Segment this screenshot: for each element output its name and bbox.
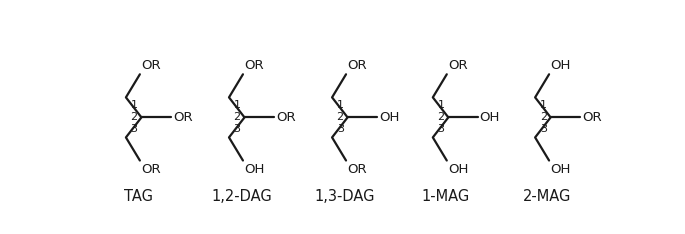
Text: TAG: TAG: [124, 189, 153, 204]
Text: OR: OR: [141, 59, 161, 72]
Text: 1: 1: [438, 100, 445, 110]
Text: 1-MAG: 1-MAG: [421, 189, 469, 204]
Text: 1: 1: [234, 100, 240, 110]
Text: 1: 1: [131, 100, 138, 110]
Text: 3: 3: [337, 124, 344, 134]
Text: OR: OR: [582, 111, 601, 124]
Text: 1,3-DAG: 1,3-DAG: [314, 189, 375, 204]
Text: OH: OH: [551, 163, 571, 176]
Text: OR: OR: [276, 111, 295, 124]
Text: 2: 2: [130, 112, 138, 122]
Text: OR: OR: [245, 59, 264, 72]
Text: 2: 2: [437, 112, 445, 122]
Text: OH: OH: [245, 163, 265, 176]
Text: 1,2-DAG: 1,2-DAG: [211, 189, 272, 204]
Text: 3: 3: [234, 124, 240, 134]
Text: 3: 3: [131, 124, 138, 134]
Text: OH: OH: [551, 59, 571, 72]
Text: 2-MAG: 2-MAG: [523, 189, 572, 204]
Text: 3: 3: [540, 124, 547, 134]
Text: 3: 3: [438, 124, 445, 134]
Text: OR: OR: [448, 59, 468, 72]
Text: OR: OR: [347, 59, 367, 72]
Text: OH: OH: [479, 111, 500, 124]
Text: OR: OR: [141, 163, 161, 176]
Text: 2: 2: [336, 112, 344, 122]
Text: 2: 2: [540, 112, 547, 122]
Text: OR: OR: [347, 163, 367, 176]
Text: OH: OH: [379, 111, 399, 124]
Text: 1: 1: [540, 100, 547, 110]
Text: 1: 1: [337, 100, 344, 110]
Text: OH: OH: [448, 163, 469, 176]
Text: 2: 2: [234, 112, 240, 122]
Text: OR: OR: [173, 111, 192, 124]
